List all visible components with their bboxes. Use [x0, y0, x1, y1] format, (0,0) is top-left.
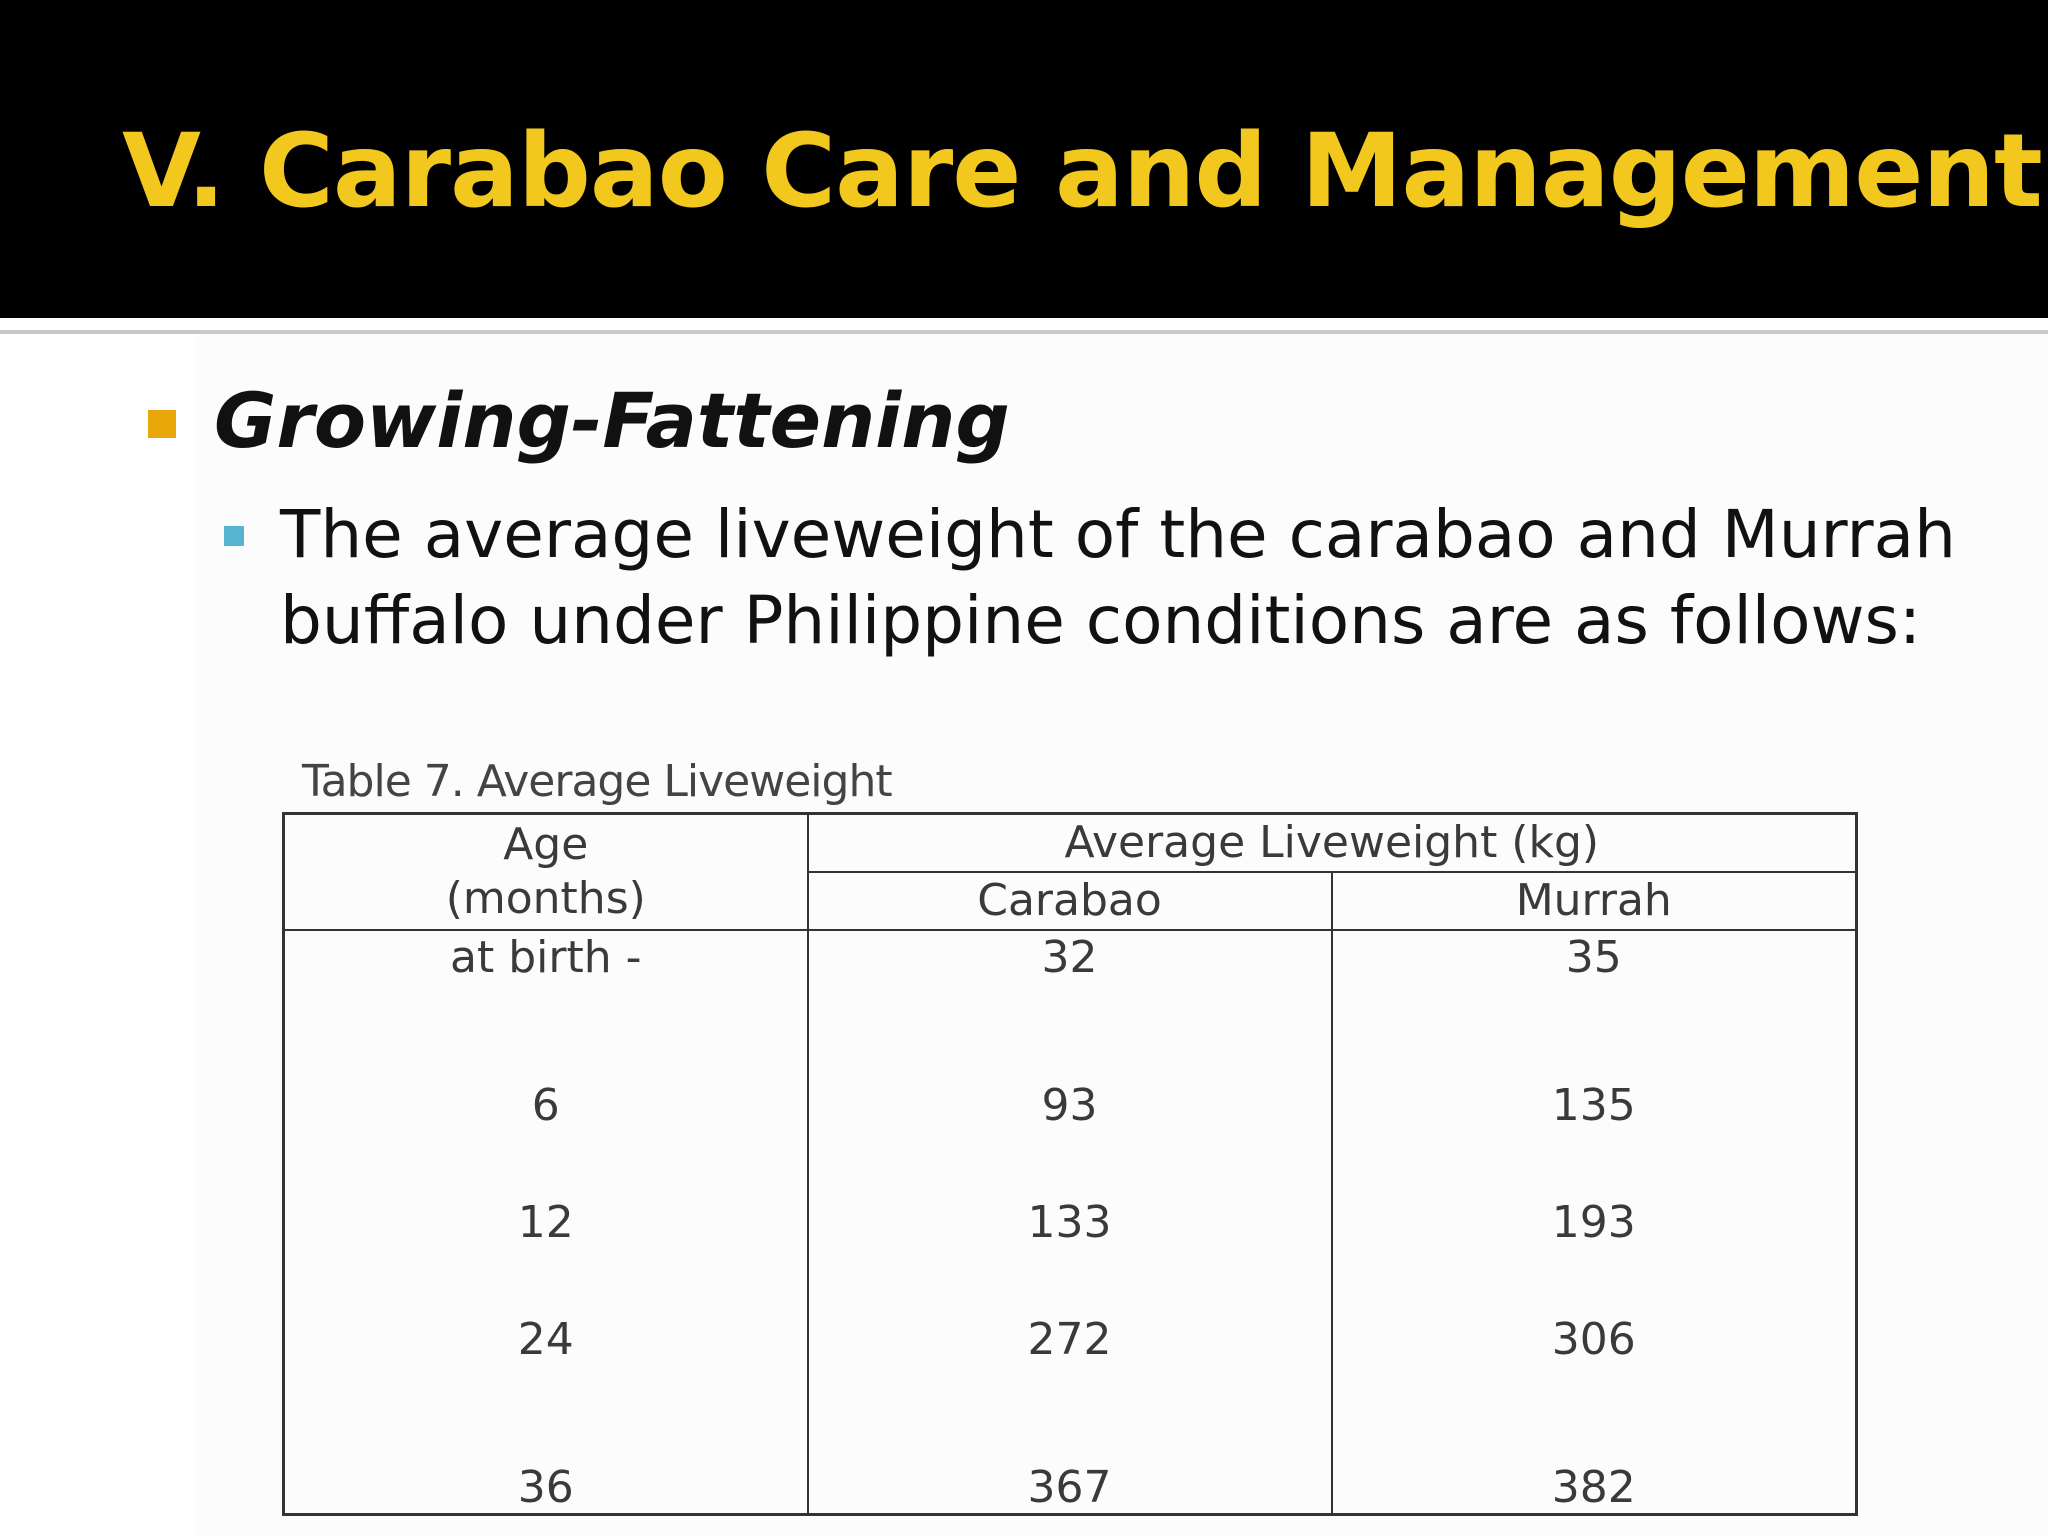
title-underline [0, 330, 2048, 334]
table-caption: Table 7. Average Liveweight [302, 756, 893, 807]
cell-age: 6 [282, 1046, 809, 1164]
cell-age: at birth - [282, 929, 809, 1047]
cell-age: 24 [282, 1280, 809, 1398]
cell-carabao: 93 [806, 1046, 1333, 1164]
cell-murrah: 306 [1330, 1280, 1858, 1398]
header-age-label: Age [503, 818, 589, 870]
header-avg-liveweight: Average Liveweight (kg) [806, 812, 1858, 873]
cell-murrah: 382 [1330, 1397, 1858, 1515]
slide-title: V. Carabao Care and Management [122, 112, 2043, 231]
cell-carabao: 133 [806, 1163, 1333, 1281]
liveweight-table: Age (months) Average Liveweight (kg) Car… [282, 812, 1859, 1516]
header-age-unit: (months) [445, 872, 646, 924]
header-carabao: Carabao [806, 870, 1333, 931]
sub-bullet-icon [224, 526, 244, 546]
header-age: Age (months) [282, 812, 809, 931]
section-heading: Growing-Fattening [214, 376, 1010, 465]
body-paragraph: The average liveweight of the carabao an… [280, 496, 1956, 659]
cell-carabao: 272 [806, 1280, 1333, 1398]
cell-murrah: 193 [1330, 1163, 1858, 1281]
cell-carabao: 32 [806, 929, 1333, 1047]
table-row: 24 272 306 [282, 1280, 1858, 1398]
table-row: 12 133 193 [282, 1163, 1858, 1281]
header-murrah: Murrah [1330, 870, 1858, 931]
cell-murrah: 135 [1330, 1046, 1858, 1164]
cell-murrah: 35 [1330, 929, 1858, 1047]
cell-age: 36 [282, 1397, 809, 1515]
table-row: at birth - 32 35 [282, 929, 1858, 1047]
table-row: 6 93 135 [282, 1046, 1858, 1164]
title-bar: V. Carabao Care and Management [0, 0, 2048, 318]
square-bullet-icon [148, 410, 176, 438]
title-divider [0, 318, 2048, 330]
table-row: 36 367 382 [282, 1397, 1858, 1515]
cell-carabao: 367 [806, 1397, 1333, 1515]
cell-age: 12 [282, 1163, 809, 1281]
